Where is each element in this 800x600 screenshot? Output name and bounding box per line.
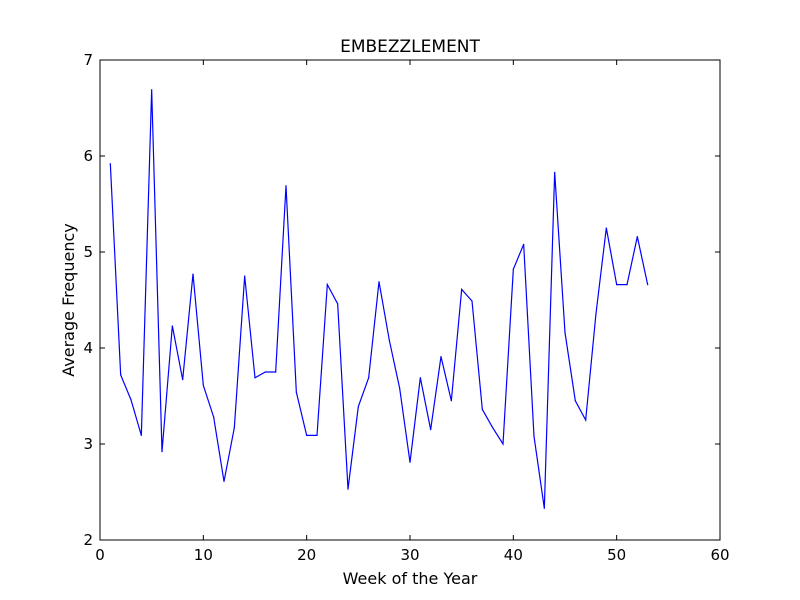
data-point (554, 171, 556, 173)
y-tick-label: 7 (83, 51, 93, 69)
data-point (492, 427, 494, 429)
data-point (357, 405, 359, 408)
y-tick-label: 4 (83, 339, 93, 357)
plot-frame (99, 59, 721, 541)
data-point (161, 451, 163, 453)
data-point (326, 284, 328, 286)
data-point (140, 434, 142, 436)
data-point (626, 284, 628, 286)
data-point (264, 371, 266, 373)
data-point (523, 243, 525, 245)
data-point (120, 374, 122, 376)
data-point (636, 236, 638, 238)
data-point (254, 377, 256, 379)
data-point (502, 443, 504, 445)
data-point (285, 185, 287, 187)
data-point (399, 387, 401, 389)
y-axis-label: Average Frequency (59, 223, 78, 376)
data-point (171, 325, 173, 327)
data-point (471, 300, 473, 302)
data-point (388, 339, 390, 341)
data-point (595, 312, 597, 315)
data-point (182, 379, 184, 381)
data-point (130, 399, 132, 401)
data-point (306, 434, 308, 436)
chart-title: EMBEZZLEMENT (340, 37, 480, 57)
data-point (275, 371, 277, 373)
data-point (202, 384, 204, 387)
data-point (378, 281, 380, 283)
series-group (109, 89, 649, 509)
data-point (533, 435, 535, 437)
data-point (440, 356, 442, 358)
x-axis-label: Week of the Year (343, 569, 478, 588)
data-point (409, 461, 411, 463)
data-point (564, 332, 566, 334)
axis-ticks: 0 10 20 30 40 50 60 2 3 4 5 6 7 (83, 51, 729, 564)
data-point (585, 419, 587, 421)
x-tick-label: 50 (607, 546, 626, 564)
x-tick-label: 0 (95, 546, 105, 564)
data-point (461, 288, 463, 291)
data-point (430, 429, 432, 431)
x-tick-label: 10 (194, 546, 213, 564)
data-point (337, 303, 339, 305)
data-point (347, 488, 349, 490)
plot-area (100, 60, 720, 540)
data-point (233, 427, 235, 429)
data-point (543, 507, 545, 509)
data-point (223, 480, 225, 483)
x-tick-label: 40 (504, 546, 523, 564)
y-tick-label: 3 (83, 435, 93, 453)
y-tick-label: 5 (83, 243, 93, 261)
data-point (244, 275, 246, 277)
data-point (647, 284, 649, 286)
x-tick-label: 60 (710, 546, 729, 564)
data-point (419, 377, 421, 379)
x-tick-label: 20 (297, 546, 316, 564)
data-point (213, 416, 215, 418)
data-point (368, 377, 370, 379)
data-point (616, 284, 618, 286)
data-point (109, 163, 111, 165)
data-point (151, 89, 153, 91)
y-tick-label: 6 (83, 147, 93, 165)
data-point (481, 408, 483, 411)
data-point (316, 434, 318, 436)
data-point (574, 400, 576, 402)
data-point (295, 391, 297, 393)
data-point (450, 400, 452, 402)
y-tick-label: 2 (83, 531, 93, 549)
data-point (605, 227, 607, 229)
data-point (192, 273, 194, 275)
data-point (512, 268, 514, 270)
x-tick-label: 30 (400, 546, 419, 564)
